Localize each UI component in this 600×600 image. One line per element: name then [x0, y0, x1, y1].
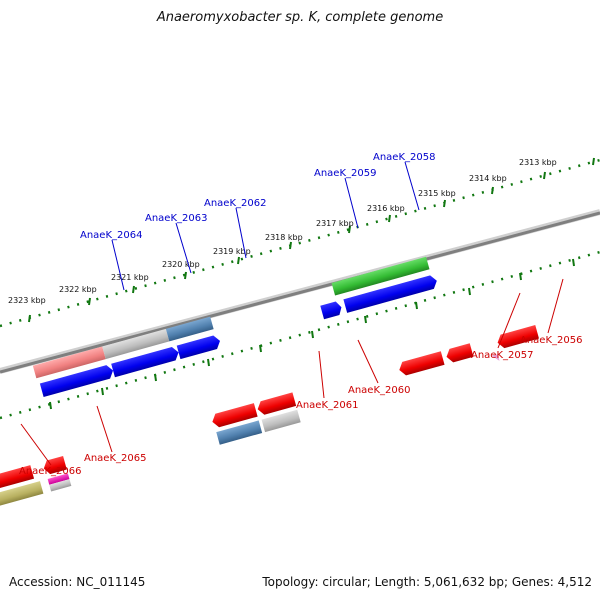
- label-anaek-2064[interactable]: AnaeK_2064: [80, 230, 142, 241]
- gene-feature-steel-2: [216, 420, 263, 445]
- gene-feature-gray-2: [261, 409, 301, 433]
- gene-2055-arrow: [497, 325, 539, 349]
- scale-label-2320: 2320 kbp: [162, 260, 200, 269]
- reverse-gene-labels: AnaeK_2066 AnaeK_2065 AnaeK_2061 AnaeK_2…: [19, 335, 582, 477]
- gene-feature-pink: [32, 346, 106, 379]
- label-anaek-2056[interactable]: AnaeK_2056: [520, 335, 582, 346]
- scale-label-2314: 2314 kbp: [469, 174, 507, 183]
- gene-2065-arrow: [43, 455, 67, 475]
- scale-label-2323: 2323 kbp: [8, 296, 46, 305]
- upper-scale-track: [0, 158, 600, 328]
- accession-text: Accession: NC_011145: [9, 575, 146, 589]
- scale-label-2313: 2313 kbp: [519, 158, 557, 167]
- scale-label-2321: 2321 kbp: [111, 273, 149, 282]
- gene-feature-olive: [0, 481, 44, 513]
- scale-label-2318: 2318 kbp: [265, 233, 303, 242]
- gene-2058-arrow: [343, 275, 437, 313]
- scale-label-2315: 2315 kbp: [418, 189, 456, 198]
- forward-gene-labels: AnaeK_2064 AnaeK_2063 AnaeK_2062 AnaeK_2…: [80, 152, 435, 241]
- label-anaek-2057[interactable]: AnaeK_2057: [471, 350, 533, 361]
- gene-feature-green: [331, 256, 430, 296]
- upper-major-ticks: [28, 157, 595, 323]
- scale-label-2322: 2322 kbp: [59, 285, 97, 294]
- label-anaek-2058[interactable]: AnaeK_2058: [373, 152, 435, 163]
- topology-text: Topology: circular; Length: 5,061,632 bp…: [262, 575, 592, 589]
- label-anaek-2061[interactable]: AnaeK_2061: [296, 400, 358, 411]
- gene-feature-gray-small: [49, 479, 72, 492]
- label-anaek-2065[interactable]: AnaeK_2065: [84, 453, 146, 464]
- gene-2057-arrow: [399, 351, 445, 376]
- gene-2064-arrow: [39, 365, 114, 398]
- scale-label-2319: 2319 kbp: [213, 247, 251, 256]
- gene-2059-arrow: [320, 301, 342, 320]
- label-anaek-2066[interactable]: AnaeK_2066: [19, 466, 81, 477]
- gene-2062-arrow: [176, 335, 221, 360]
- gene-2066-arrow: [0, 465, 35, 496]
- label-anaek-2059[interactable]: AnaeK_2059: [314, 168, 376, 179]
- gene-feature-pink-small: [491, 354, 500, 361]
- scale-label-2317: 2317 kbp: [316, 219, 354, 228]
- map-title: Anaeromyxobacter sp. K, complete genome: [156, 10, 444, 25]
- gene-feature-gray-1: [102, 328, 170, 360]
- lower-scale-track: [0, 250, 600, 420]
- gene-2063-arrow: [111, 346, 179, 378]
- scale-label-2316: 2316 kbp: [367, 204, 405, 213]
- gene-feature-steel-1: [165, 316, 214, 342]
- label-anaek-2063[interactable]: AnaeK_2063: [145, 213, 207, 224]
- reverse-label-leaders: [20, 278, 564, 466]
- lower-major-ticks: [49, 258, 575, 410]
- gene-2060-arrow: [257, 392, 297, 415]
- gene-feature-magenta: [47, 473, 70, 485]
- gene-2056-arrow: [446, 343, 474, 363]
- forward-label-leaders: [111, 161, 420, 291]
- scale-labels: 2323 kbp 2322 kbp 2321 kbp 2320 kbp 2319…: [8, 158, 557, 305]
- gene-2061-arrow: [212, 403, 258, 428]
- label-anaek-2060[interactable]: AnaeK_2060: [348, 385, 410, 396]
- label-anaek-2062[interactable]: AnaeK_2062: [204, 198, 266, 209]
